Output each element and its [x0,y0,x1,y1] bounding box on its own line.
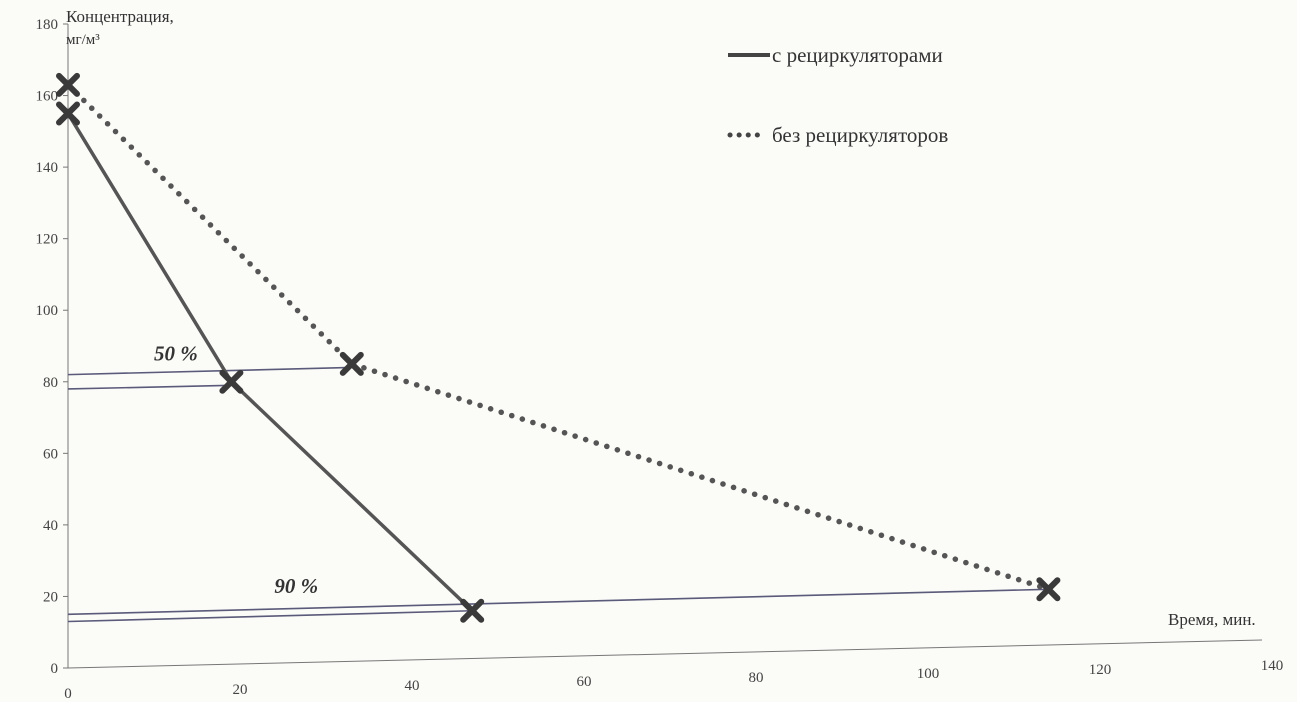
y-tick-label: 160 [36,89,59,105]
x-axis-line [67,639,1263,669]
y-tick-label: 60 [43,446,58,462]
x-tick-label: 20 [233,682,248,698]
legend: с рециркуляторами без рециркуляторов [727,43,948,147]
data-point-marker [219,369,244,394]
axes [67,24,1263,669]
data-point-marker [56,72,80,97]
marker-stroke [56,101,80,126]
x-tick-label: 100 [917,666,940,682]
marker-stroke [460,598,485,623]
annotation-line [67,384,232,390]
annotation-line [67,609,473,623]
marker-stroke [1036,577,1061,602]
annotation-line [67,366,352,376]
legend-label-solid: с рециркуляторами [772,43,943,67]
data-point-marker [339,351,364,376]
x-tick-label: 120 [1089,662,1112,678]
x-tick-label: 40 [405,678,420,694]
x-tick-label: 0 [64,686,72,702]
y-tick-label: 0 [51,661,59,677]
markers [56,72,1061,623]
data-point-marker [56,101,80,126]
x-tick-label: 80 [749,670,764,686]
y-tick-label: 20 [43,589,58,605]
data-point-marker [1036,577,1061,602]
y-tick-label: 80 [43,375,58,391]
series-line-dotted [65,82,1052,593]
annotations: 50 % 90 % [67,341,1049,623]
y-tick-label: 140 [36,160,59,176]
tick-labels: 0 20 40 60 80 100 120 140 160 180 0 20 40 60 80 100 120 1… [36,17,1284,702]
annotation-label: 90 % [274,574,318,598]
y-tick-label: 40 [43,518,58,534]
marker-stroke [56,72,80,97]
marker-stroke [339,351,364,376]
series [65,82,1052,613]
data-point-marker [460,598,485,623]
x-axis-label: Время, мин. [1168,610,1256,629]
y-axis-label-line2: мг/м³ [66,32,100,48]
x-tick-label: 60 [577,674,592,690]
annotation-label: 50 % [154,341,198,365]
x-tick-label: 140 [1261,658,1284,674]
legend-label-dotted: без рециркуляторов [772,123,948,147]
annotation-line [67,588,1049,616]
y-tick-label: 180 [36,17,59,33]
y-axis-label-line1: Концентрация, [66,7,174,26]
y-tick-label: 120 [36,232,59,248]
marker-stroke [219,369,244,394]
y-tick-label: 100 [36,303,59,319]
series-line-solid [66,111,474,613]
